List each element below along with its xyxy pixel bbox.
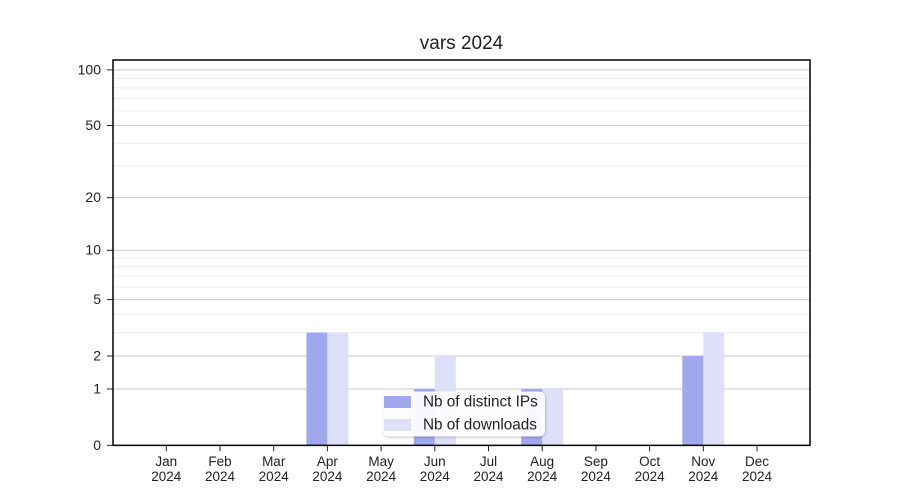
svg-text:2024: 2024 [205,469,236,484]
svg-text:2: 2 [93,347,101,363]
svg-text:10: 10 [85,242,101,258]
svg-text:2024: 2024 [581,469,612,484]
svg-text:2024: 2024 [420,469,451,484]
svg-text:Nb of downloads: Nb of downloads [423,417,537,434]
svg-text:Dec: Dec [745,454,769,469]
svg-text:2024: 2024 [635,469,666,484]
svg-text:Nov: Nov [691,454,715,469]
svg-text:0: 0 [93,437,101,453]
svg-text:2024: 2024 [366,469,397,484]
svg-text:Mar: Mar [262,454,286,469]
svg-text:Jul: Jul [480,454,497,469]
svg-text:Jan: Jan [155,454,177,469]
svg-text:Aug: Aug [530,454,554,469]
svg-text:1: 1 [93,380,101,396]
svg-text:2024: 2024 [312,469,343,484]
svg-text:2024: 2024 [473,469,504,484]
svg-text:Apr: Apr [317,454,339,469]
svg-text:May: May [368,454,394,469]
svg-text:20: 20 [85,189,101,205]
svg-text:2024: 2024 [742,469,773,484]
svg-text:100: 100 [78,61,102,77]
svg-text:2024: 2024 [259,469,290,484]
svg-text:Oct: Oct [639,454,660,469]
svg-text:Feb: Feb [208,454,231,469]
svg-text:Nb of distinct IPs: Nb of distinct IPs [423,394,538,411]
svg-text:2024: 2024 [688,469,719,484]
svg-text:2024: 2024 [151,469,182,484]
svg-text:Jun: Jun [424,454,446,469]
svg-text:5: 5 [93,291,101,307]
svg-text:2024: 2024 [527,469,558,484]
svg-text:50: 50 [85,117,101,133]
svg-text:Sep: Sep [584,454,608,469]
